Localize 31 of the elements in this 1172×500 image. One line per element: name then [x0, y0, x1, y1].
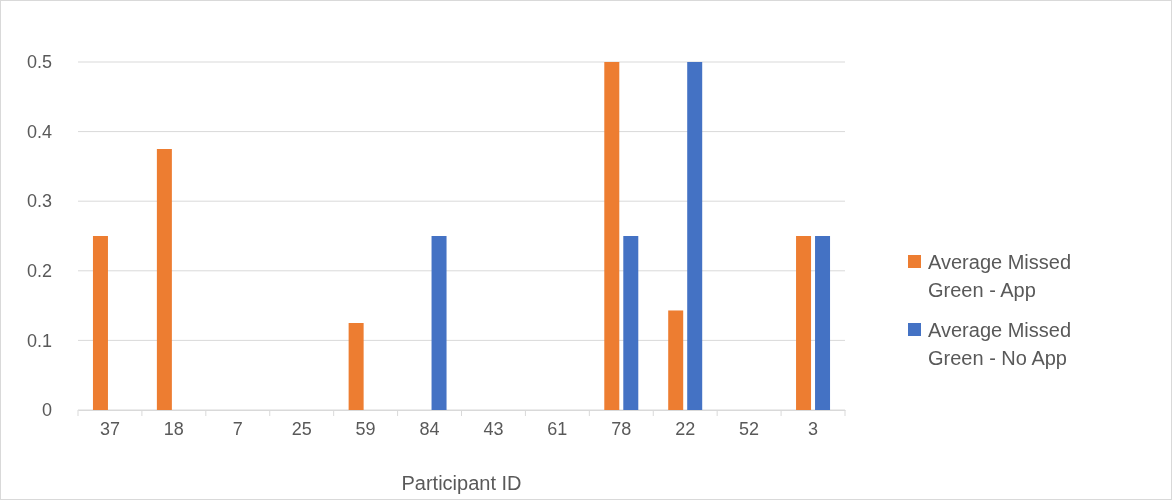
- legend-label: Average Missed Green - App: [928, 251, 1072, 301]
- y-tick-label: 0.3: [26, 191, 52, 212]
- x-tick-label: 25: [291, 418, 312, 439]
- bar: [623, 236, 639, 410]
- x-tick-label: 18: [163, 418, 184, 439]
- x-tick-label: 22: [675, 418, 696, 439]
- x-tick-label: 43: [483, 418, 504, 439]
- x-tick-label: 37: [99, 418, 120, 439]
- y-tick-label: 0.2: [26, 261, 52, 282]
- x-tick-label: 61: [547, 418, 568, 439]
- y-tick-label: 0.4: [26, 121, 52, 142]
- legend-label: Average Missed Green - No App: [928, 319, 1072, 369]
- bar: [348, 323, 364, 410]
- bar: [156, 149, 172, 410]
- bar: [815, 236, 831, 410]
- x-tick-label: 3: [808, 418, 819, 439]
- y-tick-label: 0.5: [26, 52, 52, 73]
- x-tick-label: 59: [355, 418, 376, 439]
- x-tick-label: 84: [419, 418, 440, 439]
- bar: [687, 62, 703, 410]
- bar: [92, 236, 108, 410]
- x-tick-label: 7: [232, 418, 243, 439]
- y-tick-label: 0: [41, 400, 52, 421]
- bar: [604, 62, 620, 410]
- x-tick-label: 78: [611, 418, 632, 439]
- bar: [796, 236, 812, 410]
- x-tick-label: 52: [739, 418, 760, 439]
- bar: [668, 310, 684, 410]
- x-axis-title: Participant ID: [401, 472, 522, 494]
- bar: [431, 236, 447, 410]
- y-tick-label: 0.1: [26, 330, 52, 351]
